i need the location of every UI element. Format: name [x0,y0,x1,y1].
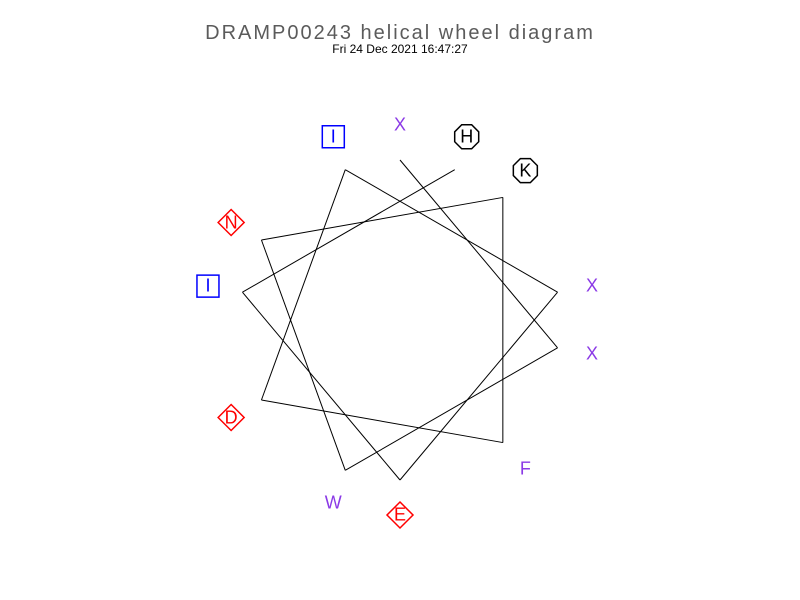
residue-label: X [394,115,406,136]
residue-label: W [325,493,342,514]
wheel-edge [261,400,502,443]
residue-label: I [331,126,336,147]
residue-label: N [225,212,238,233]
wheel-edge [345,170,557,293]
residue-label: K [519,160,531,181]
wheel-edge [261,197,502,240]
residue-label: E [394,505,406,526]
wheel-edge [242,170,454,293]
residue-label: D [225,407,238,428]
residue-label: X [586,276,598,297]
residue-label: F [520,459,531,480]
residue-label: X [586,343,598,364]
residue-label: H [460,126,473,147]
residue-label: I [205,276,210,297]
wheel-edge [400,292,558,480]
